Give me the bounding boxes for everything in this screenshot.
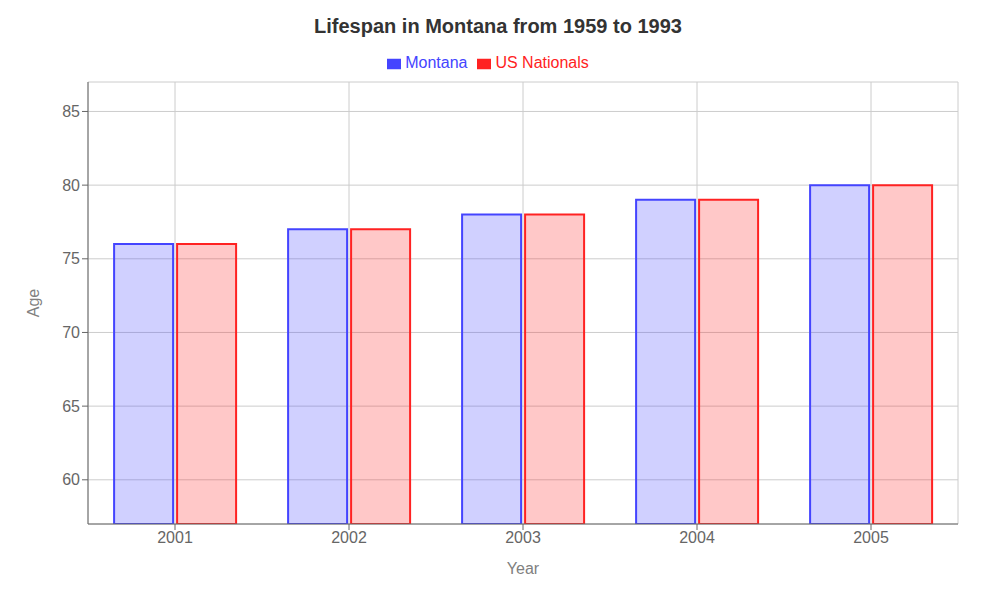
svg-text:70: 70 [62, 324, 80, 341]
svg-text:2001: 2001 [157, 529, 193, 546]
svg-text:80: 80 [62, 177, 80, 194]
svg-text:85: 85 [62, 103, 80, 120]
svg-text:2002: 2002 [331, 529, 367, 546]
svg-text:Year: Year [507, 560, 540, 577]
svg-text:75: 75 [62, 250, 80, 267]
svg-text:2003: 2003 [505, 529, 541, 546]
html-text:Montana: Montana [405, 54, 468, 71]
svg-text:2005: 2005 [853, 529, 889, 546]
svg-text:Age: Age [25, 289, 42, 318]
html-text:US Nationals: US Nationals [495, 54, 589, 71]
svg-text:2004: 2004 [679, 529, 715, 546]
svg-text:65: 65 [62, 398, 80, 415]
svg-text:60: 60 [62, 471, 80, 488]
html-text:Lifespan in Montana from 1959: Lifespan in Montana from 1959 to 1993 [314, 15, 682, 37]
